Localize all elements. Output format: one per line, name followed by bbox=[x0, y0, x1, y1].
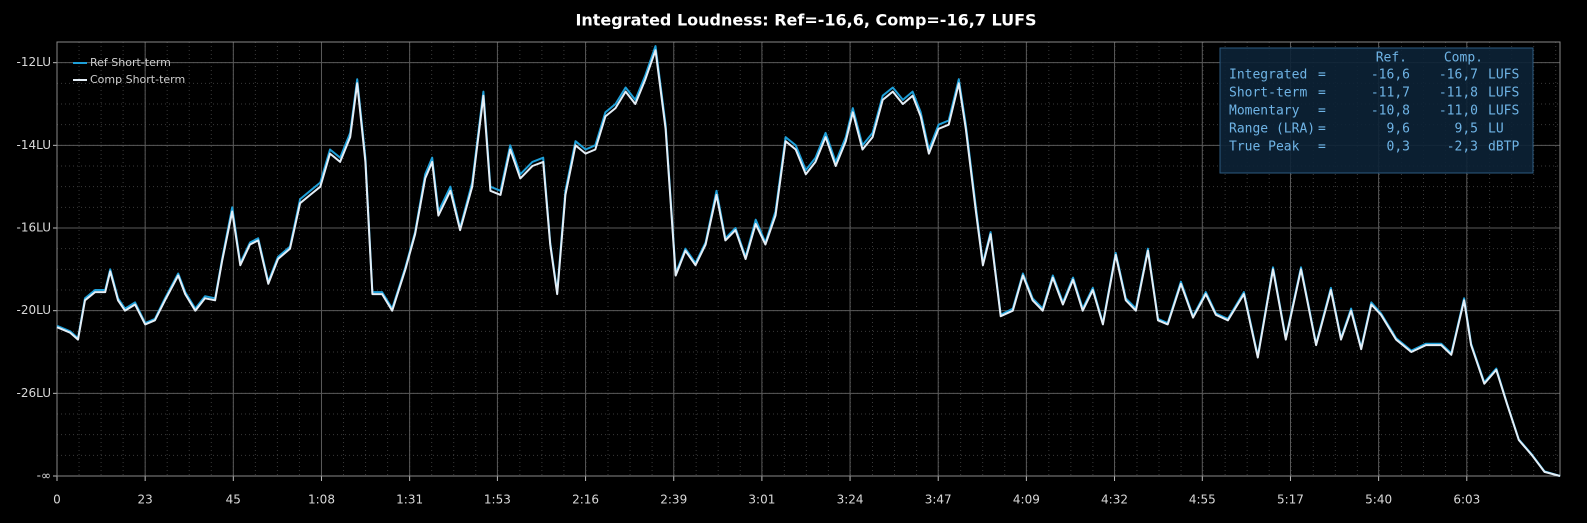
x-tick-label: 4:09 bbox=[1013, 493, 1040, 507]
stats-cell: -16,6 bbox=[1371, 68, 1410, 83]
x-tick-label: 1:53 bbox=[484, 493, 511, 507]
stats-cell: = bbox=[1318, 122, 1326, 137]
stats-header: Comp. bbox=[1444, 51, 1483, 66]
stats-box bbox=[1219, 47, 1534, 174]
x-tick-label: 3:01 bbox=[748, 493, 775, 507]
stats-cell: Momentary bbox=[1229, 104, 1300, 119]
x-tick-label: 2:39 bbox=[660, 493, 687, 507]
stats-cell: = bbox=[1318, 86, 1326, 101]
stats-cell: dBTP bbox=[1488, 140, 1519, 155]
x-tick-label: 3:47 bbox=[925, 493, 952, 507]
x-tick-label: 6:03 bbox=[1453, 493, 1480, 507]
y-tick-label: -16LU bbox=[17, 221, 51, 235]
stats-cell: -10,8 bbox=[1371, 104, 1410, 119]
plot-frame bbox=[56, 41, 1561, 477]
y-tick-label: -∞ bbox=[37, 469, 51, 483]
stats-header: Ref. bbox=[1376, 51, 1407, 66]
stats-cell: Integrated bbox=[1229, 68, 1307, 83]
stats-cell: -2,3 bbox=[1447, 140, 1478, 155]
stats-cell: 0,3 bbox=[1387, 140, 1410, 155]
x-tick-label: 0 bbox=[53, 493, 61, 507]
stats-cell: = bbox=[1318, 68, 1326, 83]
stats-cell: 9,5 bbox=[1455, 122, 1478, 137]
stats-cell: -11,7 bbox=[1371, 86, 1410, 101]
x-tick-label: 45 bbox=[226, 493, 241, 507]
stats-cell: = bbox=[1318, 140, 1326, 155]
overlay: Ref Short-term Comp Short-term Ref. Comp. In… bbox=[73, 47, 1534, 174]
x-tick-label: 2:16 bbox=[572, 493, 599, 507]
stats-cell: True Peak bbox=[1229, 140, 1300, 155]
legend-label: Comp Short-term bbox=[90, 73, 185, 86]
x-tick-label: 1:08 bbox=[308, 493, 335, 507]
y-tick-label: -26LU bbox=[17, 386, 51, 400]
y-tick-label: -14LU bbox=[17, 138, 51, 152]
stats-cell: -11,8 bbox=[1439, 86, 1478, 101]
y-tick-label: -12LU bbox=[17, 55, 51, 69]
stats-cell: Short-term bbox=[1229, 86, 1307, 101]
legend-label: Ref Short-term bbox=[90, 56, 171, 69]
x-tick-label: 23 bbox=[138, 493, 153, 507]
stats-cell: LU bbox=[1488, 122, 1504, 137]
stats-cell: LUFS bbox=[1488, 104, 1519, 119]
grid: -12LU -14LU -16LU -20LU -26LU -∞0 23 45 1:08 1:31… bbox=[17, 41, 1561, 507]
x-tick-label: 1:31 bbox=[396, 493, 423, 507]
stats-cell: = bbox=[1318, 104, 1326, 119]
stats-cell: -11,0 bbox=[1439, 104, 1478, 119]
x-tick-label: 5:17 bbox=[1277, 493, 1304, 507]
stats-cell: LUFS bbox=[1488, 86, 1519, 101]
x-tick-label: 4:55 bbox=[1189, 493, 1216, 507]
y-tick-label: -20LU bbox=[17, 303, 51, 317]
x-tick-label: 3:24 bbox=[837, 493, 864, 507]
x-tick-label: 5:40 bbox=[1365, 493, 1392, 507]
plot bbox=[56, 45, 1561, 477]
chart-title: Integrated Loudness: Ref=-16,6, Comp=-16… bbox=[575, 11, 1036, 30]
stats-cell: 9,6 bbox=[1387, 122, 1410, 137]
stats-cell: Range (LRA) bbox=[1229, 122, 1315, 137]
stats-cell: -16,7 bbox=[1439, 68, 1478, 83]
stats-cell: LUFS bbox=[1488, 68, 1519, 83]
series-line bbox=[56, 49, 1561, 477]
x-tick-label: 4:32 bbox=[1101, 493, 1128, 507]
